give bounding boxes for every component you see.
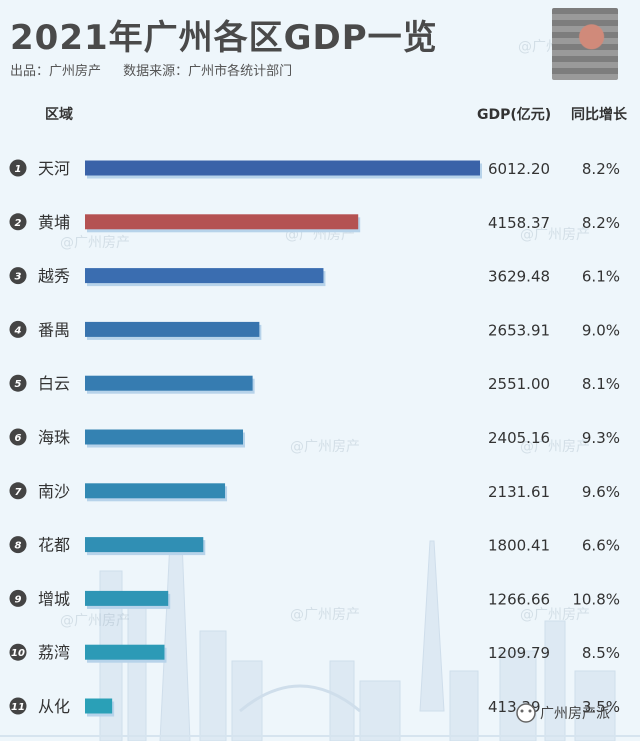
category-label: 越秀 [38,267,70,286]
value-label: 1800.41 [488,537,550,555]
bar [85,590,169,606]
publisher-label: 出品：广州房产 [10,64,102,79]
growth-label: 3.5% [582,698,620,716]
value-label: 1209.79 [488,644,550,662]
rank-number: 10 [11,648,25,659]
value-label: 3629.48 [488,268,550,286]
rank-badge [9,428,27,446]
bar [85,214,359,230]
growth-label: 6.1% [582,268,620,286]
category-label: 黄埔 [38,213,70,232]
chart-title: 2021年广州各区GDP一览 [10,18,438,58]
wechat-icon [516,703,536,723]
value-label: 1266.66 [488,590,550,608]
growth-label: 9.6% [582,483,620,501]
rank-number: 11 [11,702,25,713]
bar-row: 5 白云 2551.00 8.1% [9,374,620,394]
bar [85,429,244,445]
watermark: @广州房产 [520,227,590,243]
bar-row: 4 番禺 2653.91 9.0% [9,320,620,340]
growth-label: 9.0% [582,321,620,339]
bar-row: 9 增城 1266.66 10.8% [9,589,620,609]
bar [85,321,260,337]
watermark: @广州房产 [520,439,590,455]
watermark: @广州房产 [290,439,360,455]
rank-badge [9,536,27,554]
category-label: 从化 [38,697,70,716]
rank-badge [9,589,27,607]
category-label: 增城 [38,589,70,608]
bar [85,537,204,553]
bar-row: 6 海珠 2405.16 9.3% [9,428,620,448]
column-header-gdp: GDP(亿元) [477,107,552,123]
category-label: 南沙 [38,482,70,501]
category-label: 番禺 [38,320,70,339]
growth-label: 8.5% [582,644,620,662]
data-source-label: 数据来源：广州市各统计部门 [123,64,293,79]
rank-number: 2 [15,218,22,229]
rank-badge [9,697,27,715]
value-label: 4158.37 [488,214,550,232]
watermark: @广州房产 [60,235,130,251]
category-label: 海珠 [38,428,70,447]
value-label: 2405.16 [488,429,550,447]
watermark: @广州房产 [60,613,130,629]
rank-badge [9,159,27,177]
category-label: 荔湾 [38,643,70,662]
footer-brand-label: 广州房产派 [540,706,610,722]
rank-badge [9,267,27,285]
watermark: @广州房产 [520,607,590,623]
wechat-icon-dot [520,709,524,713]
rank-badge [9,320,27,338]
rank-badge [9,374,27,392]
category-label: 白云 [38,374,70,393]
value-label: 2551.00 [488,375,550,393]
wechat-icon-dot [528,709,532,713]
rank-number: 5 [15,379,22,390]
growth-label: 8.2% [582,160,620,178]
bar [85,375,253,391]
bar [85,698,113,714]
bar [85,483,226,499]
rank-badge [9,482,27,500]
category-label: 天河 [38,159,70,178]
rank-number: 6 [15,433,22,444]
category-label: 花都 [38,536,70,555]
bar-row: 10 荔湾 1209.79 8.5% [9,643,620,663]
growth-label: 10.8% [572,590,620,608]
footer-brand: 广州房产派 [516,703,610,723]
bar [85,644,165,660]
city-skyline-background [0,540,640,741]
bar-row: 3 越秀 3629.48 6.1% [9,267,620,287]
rank-number: 1 [15,164,22,175]
rank-number: 4 [14,325,22,336]
growth-label: 6.6% [582,537,620,555]
column-header-region: 区域 [45,107,73,123]
bar-row: 8 花都 1800.41 6.6% [9,536,620,556]
growth-label: 8.1% [582,375,620,393]
rank-badge [9,213,27,231]
value-label: 6012.20 [488,160,550,178]
bar [85,160,480,176]
value-label: 2131.61 [488,483,550,501]
column-header-growth: 同比增长 [571,107,627,123]
blurred-avatar-image [552,8,618,80]
source-line: 出品：广州房产 数据来源：广州市各统计部门 [10,60,310,79]
bar-row: 1 天河 6012.20 8.2% [9,159,620,179]
growth-label: 8.2% [582,214,620,232]
bar [85,268,324,284]
bar-row: 7 南沙 2131.61 9.6% [9,482,620,502]
bar-row: 2 黄埔 4158.37 8.2% [9,213,620,233]
rank-badge [9,643,27,661]
value-label: 2653.91 [488,321,550,339]
rank-number: 7 [15,487,22,498]
growth-label: 9.3% [582,429,620,447]
rank-number: 9 [15,594,22,605]
rank-number: 3 [15,272,22,283]
rank-number: 8 [15,541,22,552]
watermark: @广州房产 [290,607,360,623]
